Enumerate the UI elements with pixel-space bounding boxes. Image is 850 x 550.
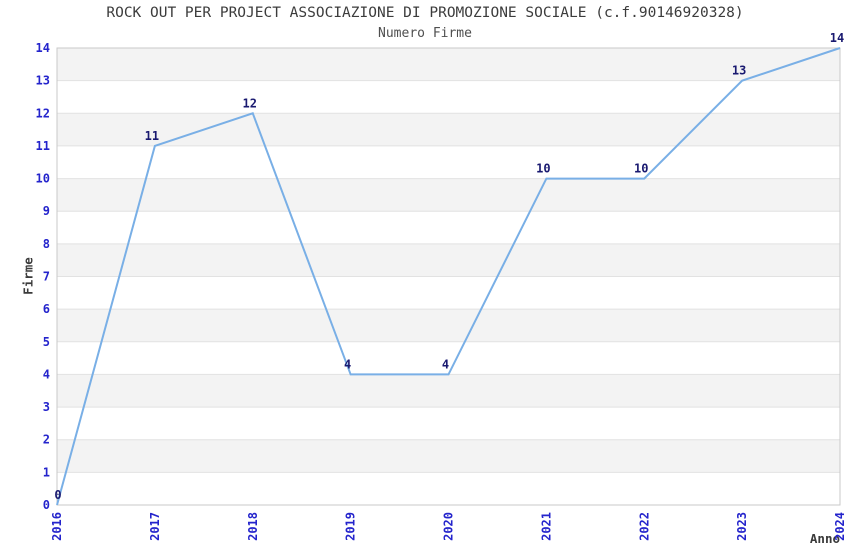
background-band bbox=[57, 439, 840, 473]
background-band bbox=[57, 48, 840, 81]
chart-title: ROCK OUT PER PROJECT ASSOCIAZIONE DI PRO… bbox=[106, 5, 744, 21]
background-band bbox=[57, 374, 840, 408]
x-tick-label: 2018 bbox=[246, 512, 260, 541]
y-tick-label: 1 bbox=[43, 465, 50, 479]
y-tick-label: 0 bbox=[43, 498, 50, 512]
y-tick-label: 11 bbox=[36, 139, 50, 153]
plot-border bbox=[56, 47, 841, 506]
x-tick-label: 2017 bbox=[148, 512, 162, 541]
x-tick-label: 2019 bbox=[344, 512, 358, 541]
y-tick-label: 9 bbox=[43, 204, 50, 218]
data-point-label: 10 bbox=[536, 162, 550, 176]
y-tick-label: 2 bbox=[43, 433, 50, 447]
data-point-label: 4 bbox=[344, 357, 351, 371]
data-point-label: 4 bbox=[442, 357, 449, 371]
data-point-label: 12 bbox=[243, 96, 257, 110]
y-tick-label: 3 bbox=[43, 400, 50, 414]
y-tick-label: 13 bbox=[36, 74, 50, 88]
y-tick-label: 10 bbox=[36, 172, 50, 186]
data-point-label: 13 bbox=[732, 64, 746, 78]
data-point-label: 11 bbox=[145, 129, 159, 143]
y-axis-label: Firme bbox=[20, 257, 36, 295]
x-tick-label: 2016 bbox=[50, 512, 64, 541]
y-tick-label: 7 bbox=[43, 270, 50, 284]
y-tick-label: 5 bbox=[43, 335, 50, 349]
x-tick-label: 2020 bbox=[442, 512, 456, 541]
background-band bbox=[57, 309, 840, 342]
x-tick-label: 2023 bbox=[735, 512, 749, 541]
x-tick-label: 2022 bbox=[637, 512, 651, 541]
y-tick-label: 14 bbox=[36, 41, 50, 55]
y-tick-label: 4 bbox=[43, 367, 50, 381]
plot-area bbox=[57, 48, 840, 505]
y-tick-label: 8 bbox=[43, 237, 50, 251]
x-axis-label: Anno bbox=[809, 531, 840, 546]
y-tick-label: 12 bbox=[36, 106, 50, 120]
background-band bbox=[57, 243, 840, 277]
background-band bbox=[57, 178, 840, 212]
background-band bbox=[57, 113, 840, 146]
series-line bbox=[56, 47, 841, 506]
data-point-label: 10 bbox=[634, 162, 648, 176]
data-point-label: 0 bbox=[54, 488, 61, 502]
x-tick-label: 2021 bbox=[539, 512, 553, 541]
y-tick-label: 6 bbox=[43, 302, 50, 316]
chart-subtitle: Numero Firme bbox=[378, 26, 472, 41]
